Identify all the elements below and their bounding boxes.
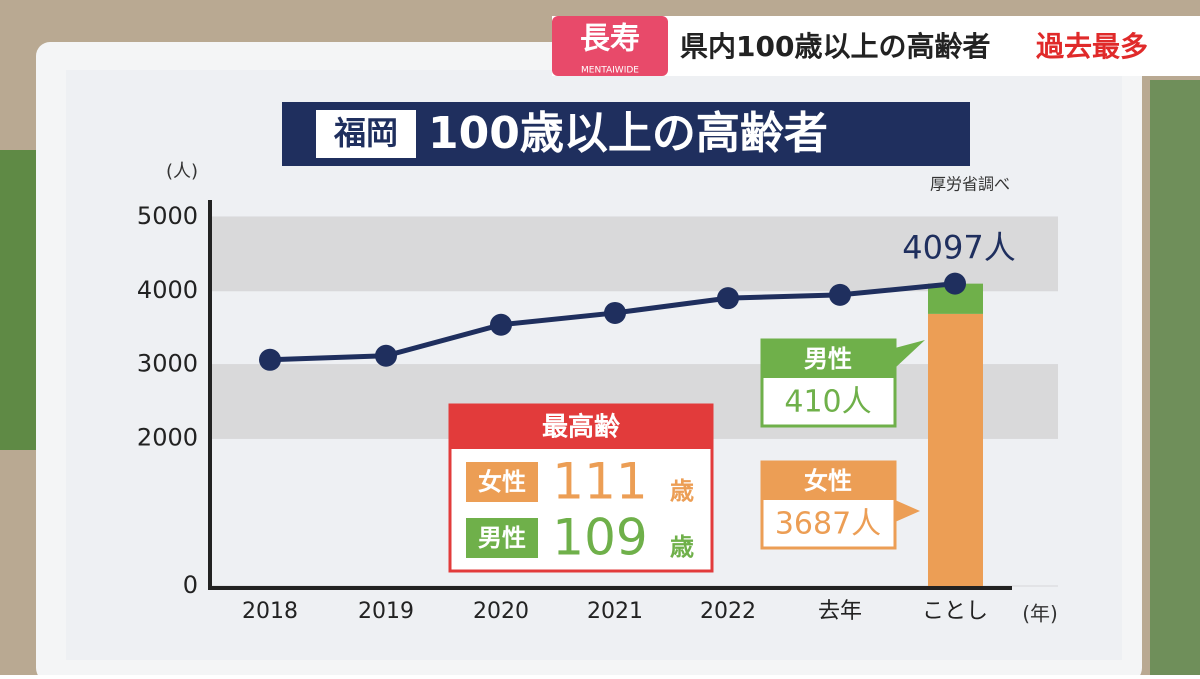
- oldest-sex-box: [466, 462, 538, 502]
- x-tick-label: 2019: [358, 599, 414, 624]
- oldest-age: 109: [552, 509, 647, 567]
- x-tick-label: 去年: [818, 599, 862, 624]
- callout-pointer: [895, 340, 925, 368]
- value-label: 4097人: [902, 229, 1015, 267]
- y-tick-label: 3000: [137, 350, 198, 378]
- x-unit: (年): [1022, 602, 1058, 626]
- plant: [0, 150, 40, 450]
- callout-header: [762, 462, 895, 500]
- y-tick-label: 2000: [137, 423, 198, 451]
- x-tick-label: 2021: [587, 599, 643, 624]
- title-tag: 福岡: [333, 114, 398, 152]
- grid-band: [212, 217, 1058, 291]
- point: [829, 283, 851, 306]
- title-tag-box: [316, 110, 416, 158]
- y-tick-label: 0: [183, 571, 198, 599]
- callout-name: 男性: [804, 345, 852, 373]
- banner-highlight: 過去最多: [1036, 30, 1148, 63]
- banner-tag-box: [552, 16, 668, 76]
- callout-pointer: [895, 500, 920, 522]
- x-tick-label: ことし: [922, 599, 988, 624]
- oldest-sex: 女性: [478, 468, 526, 496]
- oldest-title: 最高齢: [542, 412, 621, 443]
- banner-brand: MENTAIWIDE: [581, 66, 639, 76]
- point: [944, 272, 966, 295]
- callout-name: 女性: [804, 467, 852, 495]
- point: [375, 344, 397, 367]
- chart-title: 100歳以上の高齢者: [428, 108, 828, 159]
- oldest-unit: 歳: [670, 477, 694, 505]
- oldest-sex-box: [466, 518, 538, 558]
- oldest-age: 111: [552, 453, 647, 511]
- x-tick-label: 2018: [242, 599, 298, 624]
- point: [604, 301, 626, 324]
- oldest-sex: 男性: [478, 524, 526, 552]
- oldest-unit: 歳: [670, 533, 694, 561]
- point: [259, 348, 281, 371]
- bar-segment: [928, 313, 983, 586]
- y-tick-label: 4000: [137, 276, 198, 304]
- callout-value: 3687人: [775, 507, 881, 542]
- x-tick-label: 2022: [700, 599, 756, 624]
- x-tick-label: 2020: [473, 599, 529, 624]
- banner-headline: 県内100歳以上の高齢者: [680, 30, 990, 63]
- callout-header: [762, 340, 895, 378]
- point: [490, 313, 512, 336]
- y-tick-label: 5000: [137, 202, 198, 230]
- y-unit: (人): [166, 161, 198, 182]
- point: [717, 287, 739, 310]
- oldest-header: [450, 405, 712, 449]
- callout-value: 410人: [784, 385, 871, 420]
- source: 厚労省調べ: [930, 175, 1010, 194]
- plant-wall: [1150, 80, 1200, 675]
- banner-tag: 長寿: [580, 22, 640, 57]
